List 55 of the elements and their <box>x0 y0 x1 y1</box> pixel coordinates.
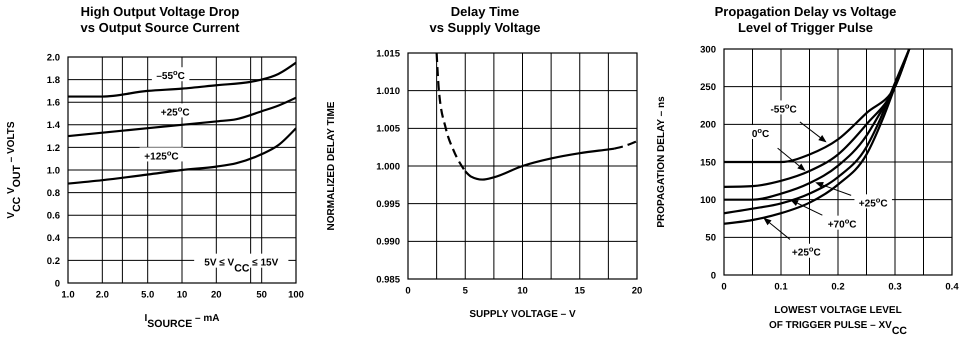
y-tick-label: 1.0 <box>46 165 60 176</box>
x-tick-label: 50 <box>256 290 267 301</box>
y-tick-label: 1.005 <box>376 124 401 135</box>
x-tick-label: 5.0 <box>141 290 154 301</box>
x-tick-label: 10 <box>517 286 528 297</box>
y-tick-label: 1.8 <box>46 74 60 86</box>
x-tick-label: 2.0 <box>96 290 109 301</box>
y-tick-label: 0.4 <box>46 233 61 244</box>
y-tick-label: 1.6 <box>46 98 60 109</box>
x-tick-label: 0.1 <box>774 282 788 293</box>
y-axis-title: NORMALIZED DELAY TIME <box>326 101 337 230</box>
x-tick-label: 20 <box>632 286 642 297</box>
y-tick-label: 1.2 <box>46 142 60 154</box>
y-tick-label: 1.000 <box>376 161 400 172</box>
y-axis-title: PROPAGATION DELAY – ns <box>656 96 667 228</box>
y-tick-label: 1.015 <box>376 48 401 60</box>
y-tick-label: 300 <box>700 44 716 56</box>
y-tick-label: 250 <box>700 82 716 94</box>
y-tick-label: 1.010 <box>376 86 400 98</box>
y-tick-label: 50 <box>705 232 716 244</box>
y-tick-label: 0.990 <box>376 236 400 248</box>
y-tick-label: 150 <box>700 157 716 168</box>
annotation: +25$^{o}$C <box>858 194 888 210</box>
annotation: -55$^{o}$C <box>770 100 797 116</box>
y-tick-label: 0.6 <box>46 210 60 222</box>
y-tick-label: 2.0 <box>46 52 60 64</box>
x-tick-label: 1.0 <box>61 290 75 301</box>
annotation: +25$^{o}$C <box>792 244 821 259</box>
x-tick-label: 0.3 <box>888 282 902 293</box>
annotation: +70$^{o}$C <box>828 216 857 231</box>
x-tick-label: 20 <box>211 290 222 301</box>
chart-title: Propagation Delay vs Voltage Level of Trigger Pulse <box>714 4 898 36</box>
y-tick-label: 1.4 <box>46 120 61 132</box>
annotation: +25$^{o}$C <box>160 104 190 118</box>
x-tick-label: 10 <box>176 290 188 301</box>
chart-title: Delay Time vs Supply Voltage <box>428 4 542 36</box>
y-tick-label: 0 <box>710 270 716 282</box>
x-tick-label: 0 <box>721 282 727 293</box>
x-tick-label: 100 <box>288 290 304 301</box>
annotation: +125$^{o}$C <box>144 148 179 162</box>
x-tick-label: 0.4 <box>945 282 960 293</box>
chart-title: High Output Voltage Drop vs Output Source Current <box>80 4 240 36</box>
annotation: 0$^{o}$C <box>752 126 770 140</box>
annotation: –55$^{o}$C <box>156 68 185 82</box>
x-axis-title: SUPPLY VOLTAGE – V <box>469 309 576 320</box>
y-tick-label: 0.985 <box>376 274 401 286</box>
y-tick-label: 200 <box>700 120 716 131</box>
y-tick-label: 0.995 <box>376 199 401 210</box>
y-tick-label: 0.2 <box>46 256 60 267</box>
x-tick-label: 0 <box>405 286 411 297</box>
x-tick-label: 5 <box>462 286 469 297</box>
y-tick-label: 0.8 <box>46 188 60 199</box>
x-tick-label: 0.2 <box>831 282 845 293</box>
y-tick-label: 100 <box>700 195 716 206</box>
x-tick-label: 15 <box>574 286 586 297</box>
